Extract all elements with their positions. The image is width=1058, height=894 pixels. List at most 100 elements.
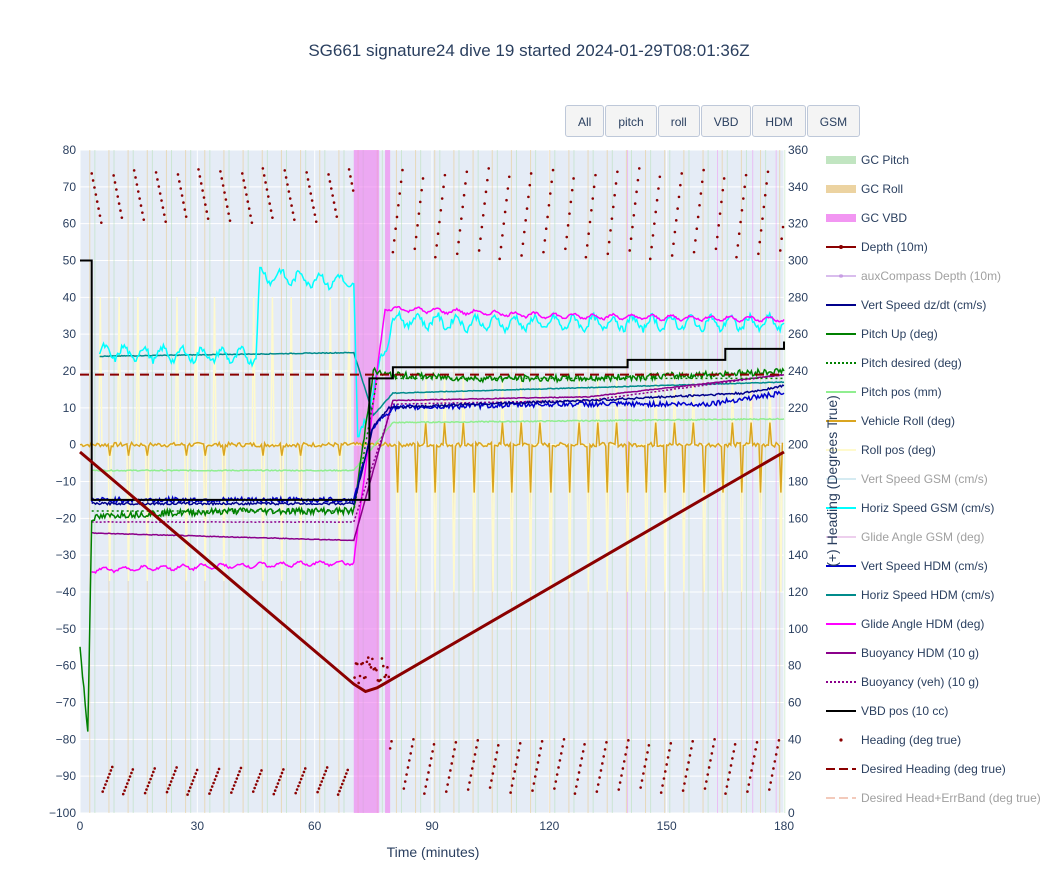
legend-item[interactable]: Vehicle Roll (deg): [824, 411, 1054, 431]
horiz-speed-gsm-line: [98, 266, 785, 438]
heading-point: [275, 785, 278, 789]
heading-point: [198, 175, 202, 178]
heading-point: [199, 182, 203, 185]
heading-point: [303, 767, 307, 770]
heading-point: [587, 232, 590, 236]
heading-point: [293, 218, 296, 221]
y2-tick-label: 100: [788, 622, 808, 636]
legend-item[interactable]: Glide Angle HDM (deg): [824, 614, 1054, 634]
heading-point: [585, 244, 589, 247]
heading-point: [241, 172, 244, 175]
heading-point: [440, 197, 444, 200]
heading-point: [343, 775, 347, 779]
heading-point: [470, 767, 474, 770]
heading-point: [525, 207, 529, 210]
heading-point: [334, 208, 337, 211]
heading-point: [94, 193, 98, 196]
heading-point: [335, 215, 339, 218]
heading-point: [138, 197, 141, 200]
legend-swatch: [826, 362, 856, 364]
legend-item[interactable]: Horiz Speed HDM (cm/s): [824, 585, 1054, 605]
heading-point: [516, 756, 519, 759]
heading-point: [258, 772, 262, 776]
heading-point: [388, 747, 392, 750]
all-button[interactable]: All: [565, 105, 605, 137]
legend-item[interactable]: GC Roll: [824, 179, 1054, 199]
legend-item[interactable]: GC VBD: [824, 208, 1054, 228]
legend-item[interactable]: Pitch pos (mm): [824, 382, 1054, 402]
heading-point: [750, 769, 753, 772]
heading-point: [706, 773, 710, 776]
heading-point: [149, 777, 152, 781]
heading-point: [602, 755, 605, 758]
legend-item[interactable]: Buoyancy (veh) (10 g): [824, 672, 1054, 692]
heading-point: [253, 786, 256, 790]
heading-point: [694, 239, 697, 242]
heading-point: [143, 791, 147, 795]
heading-point: [451, 755, 455, 758]
heading-point: [183, 208, 187, 211]
gsm-button[interactable]: GSM: [806, 105, 861, 137]
legend-item[interactable]: Pitch desired (deg): [824, 353, 1054, 373]
heading-point: [283, 169, 287, 172]
roll-button[interactable]: roll: [657, 105, 700, 137]
legend-item[interactable]: GC Pitch: [824, 150, 1054, 170]
legend-item[interactable]: Depth (10m): [824, 237, 1054, 257]
heading-point: [421, 177, 425, 180]
heading-point: [598, 776, 601, 779]
heading-point: [267, 195, 270, 198]
heading-point: [402, 787, 406, 790]
heading-point: [677, 195, 681, 199]
legend-swatch: [826, 274, 856, 278]
heading-point: [496, 744, 500, 747]
legend-swatch: [826, 420, 856, 422]
legend-item[interactable]: Heading (deg true): [824, 730, 1054, 750]
heading-point: [314, 220, 318, 223]
heading-point: [195, 768, 199, 772]
legend-item[interactable]: Buoyancy HDM (10 g): [824, 643, 1054, 663]
legend-item[interactable]: Desired Heading (deg true): [824, 759, 1054, 779]
heading-point: [473, 753, 477, 756]
legend-label: Desired Heading (deg true): [861, 762, 1006, 776]
heading-point: [317, 787, 321, 790]
legend-item[interactable]: Vert Speed GSM (cm/s): [824, 469, 1054, 489]
legend-item[interactable]: Glide Angle GSM (deg): [824, 527, 1054, 547]
heading-point: [375, 668, 378, 672]
vert-speed-dzdt-line: [91, 384, 785, 507]
legend-item[interactable]: VBD pos (10 cc): [824, 701, 1054, 721]
heading-point: [755, 741, 759, 744]
legend-item[interactable]: auxCompass Depth (10m): [824, 266, 1054, 286]
x-tick-label: 60: [308, 819, 322, 833]
heading-point: [236, 773, 240, 777]
y2-tick-label: 160: [788, 511, 808, 525]
heading-point: [492, 765, 496, 768]
y-tick-label: 30: [63, 327, 77, 341]
heading-point: [728, 771, 731, 774]
legend-item[interactable]: Desired Head+ErrBand (deg true): [824, 788, 1054, 808]
heading-point: [620, 774, 623, 777]
y-tick-label: 0: [69, 438, 76, 452]
heading-point: [369, 666, 373, 669]
heading-point: [223, 191, 226, 194]
y2-tick-label: 120: [788, 585, 808, 599]
legend-item[interactable]: Horiz Speed GSM (cm/s): [824, 498, 1054, 518]
legend-item[interactable]: Vert Speed dz/dt (cm/s): [824, 295, 1054, 315]
pitch-button[interactable]: pitch: [605, 105, 657, 137]
heading-point: [774, 753, 778, 756]
legend-item[interactable]: Vert Speed HDM (cm/s): [824, 556, 1054, 576]
heading-point: [239, 766, 243, 770]
vbd-button[interactable]: VBD: [700, 105, 752, 137]
heading-point: [108, 772, 111, 776]
pitch-desired-line: [91, 377, 784, 512]
chart-title: SG661 signature24 dive 19 started 2024-0…: [308, 41, 750, 60]
heading-point: [210, 785, 214, 788]
heading-point: [573, 792, 577, 795]
legend-item[interactable]: Roll pos (deg): [824, 440, 1054, 460]
heading-point: [429, 757, 433, 760]
heading-point: [483, 202, 486, 205]
heading-point: [115, 188, 118, 191]
heading-point: [405, 773, 408, 776]
legend-item[interactable]: Pitch Up (deg): [824, 324, 1054, 344]
legend-label: VBD pos (10 cc): [861, 704, 949, 718]
hdm-button[interactable]: HDM: [752, 105, 806, 137]
